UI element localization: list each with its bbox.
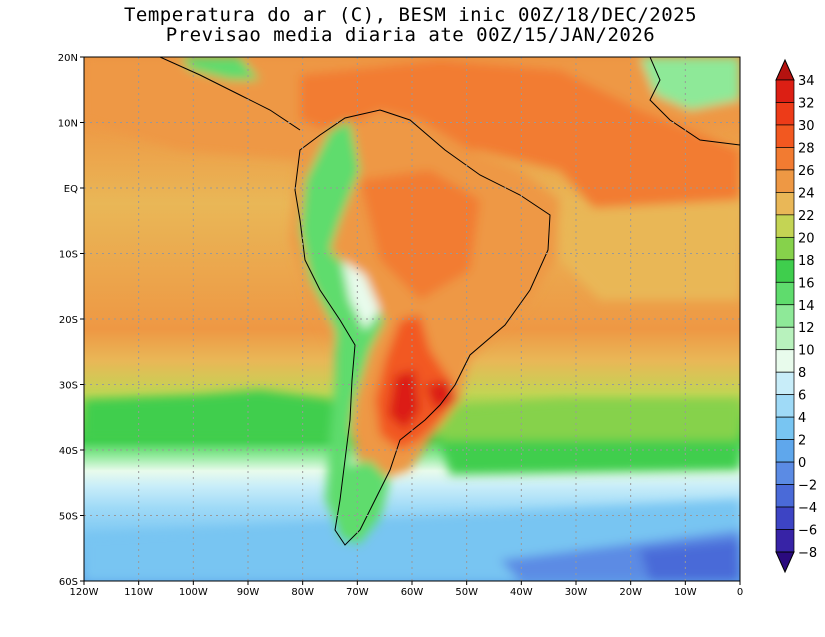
- atlantic-green-band-2: [440, 440, 740, 475]
- colorbar-tick-label: 22: [798, 209, 815, 224]
- colorbar-swatch: [775, 79, 795, 103]
- colorbar-swatch: [775, 349, 795, 373]
- uruguay-hot-core: [425, 380, 455, 410]
- colorbar-swatch: [775, 214, 795, 238]
- colorbar-tick-label: −6: [798, 524, 817, 539]
- patagonia: [330, 460, 390, 545]
- colorbar-swatch: [775, 124, 795, 148]
- x-tick-label: 0: [737, 587, 743, 598]
- colorbar-swatch: [775, 506, 795, 530]
- tropical-north-warm: [300, 60, 740, 220]
- x-tick-label: 110W: [124, 587, 153, 598]
- y-tick-label: 30S: [59, 381, 78, 392]
- sahara-cool: [640, 57, 740, 110]
- colorbar-tick-label: 28: [798, 141, 815, 156]
- southern-ocean-coldest: [640, 540, 740, 581]
- chart-subtitle: Previsao media diaria ate 00Z/15/JAN/202…: [165, 24, 656, 46]
- colorbar-tick-label: 14: [798, 299, 815, 314]
- colorbar-swatch: [775, 192, 795, 216]
- x-tick-label: 100W: [179, 587, 208, 598]
- colorbar-swatch: [775, 281, 795, 306]
- colorbar-swatch: [775, 304, 795, 328]
- x-tick-label: 60W: [401, 587, 424, 598]
- colorbar-min-arrow: [775, 551, 795, 574]
- chart-title: Temperatura do ar (C), BESM inic 00Z/18/…: [123, 4, 698, 26]
- colorbar-swatch: [775, 102, 795, 126]
- colorbar-tick-label: 12: [798, 321, 815, 336]
- y-tick-label: 20S: [59, 315, 78, 326]
- y-tick-label: 10S: [59, 250, 78, 261]
- africa-coast: [649, 57, 740, 146]
- colorbar-max-arrow: [775, 58, 795, 81]
- andes-altiplano: [342, 260, 380, 330]
- south-america-coast: [294, 109, 551, 546]
- y-tick-label: EQ: [64, 184, 78, 195]
- colorbar-swatch: [775, 236, 795, 261]
- colorbar-tick-label: −4: [798, 501, 817, 516]
- colorbar-tick-label: 24: [798, 186, 815, 201]
- x-tick-label: 80W: [291, 587, 314, 598]
- x-tick-label: 40W: [510, 587, 533, 598]
- colorbar-tick-label: 20: [798, 231, 815, 246]
- x-tick-label: 90W: [237, 587, 260, 598]
- central-america-coast: [159, 57, 301, 131]
- amazon-warm: [360, 170, 480, 300]
- coastlines: [159, 57, 740, 546]
- x-tick-label: 30W: [565, 587, 588, 598]
- y-tick-label: 50S: [59, 512, 78, 523]
- andes-cool-strip: [300, 120, 385, 520]
- y-tick-label: 40S: [59, 446, 78, 457]
- colorbar-swatch: [775, 169, 795, 193]
- gridlines: [84, 57, 740, 581]
- colorbar-tick-label: 16: [798, 276, 815, 291]
- x-tick-label: 70W: [346, 587, 369, 598]
- colorbar-tick-label: 0: [798, 456, 806, 471]
- x-tick-label: 20W: [619, 587, 642, 598]
- colorbar-tick-label: 26: [798, 164, 815, 179]
- y-tick-label: 60S: [59, 577, 78, 588]
- y-tick-label: 10N: [58, 119, 78, 130]
- colorbar-tick-label: 2: [798, 434, 806, 449]
- map-plot-area: [84, 57, 740, 581]
- colorbar-swatch: [775, 484, 795, 508]
- colorbar-tick-label: 18: [798, 254, 815, 269]
- colorbar-tick-label: −2: [798, 479, 817, 494]
- colorbar-tick-label: 32: [798, 96, 815, 111]
- x-tick-label: 50W: [455, 587, 478, 598]
- atlantic-patch: [560, 200, 740, 300]
- x-tick-label: 120W: [70, 587, 99, 598]
- central-america-green: [180, 57, 260, 80]
- colorbar-swatch: [775, 439, 795, 463]
- colorbar-swatch: [775, 529, 795, 553]
- colorbar-swatch: [775, 259, 795, 283]
- y-tick-label: 20N: [58, 53, 78, 64]
- colorbar-tick-label: 8: [798, 366, 806, 381]
- colorbar-swatch: [775, 326, 795, 351]
- colorbar-swatch: [775, 416, 795, 440]
- colorbar-swatch: [775, 461, 795, 485]
- atlantic-green-band: [440, 400, 740, 445]
- colorbar-swatch: [775, 394, 795, 418]
- colorbar-tick-label: 30: [798, 119, 815, 134]
- colorbar-tick-label: 6: [798, 389, 806, 404]
- colorbar-tick-label: 4: [798, 411, 806, 426]
- colorbar-tick-label: −8: [798, 546, 817, 561]
- colorbar-swatch: [775, 371, 795, 396]
- colorbar-swatch: [775, 147, 795, 171]
- x-tick-label: 10W: [674, 587, 697, 598]
- axes: 120W 110W 100W 90W 80W 70W 60W 50W 40W 30W 20W 10W 0…: [58, 53, 743, 598]
- colorbar-tick-label: 34: [798, 74, 815, 89]
- pacific-green-band: [84, 390, 360, 440]
- colorbar-tick-label: 10: [798, 344, 815, 359]
